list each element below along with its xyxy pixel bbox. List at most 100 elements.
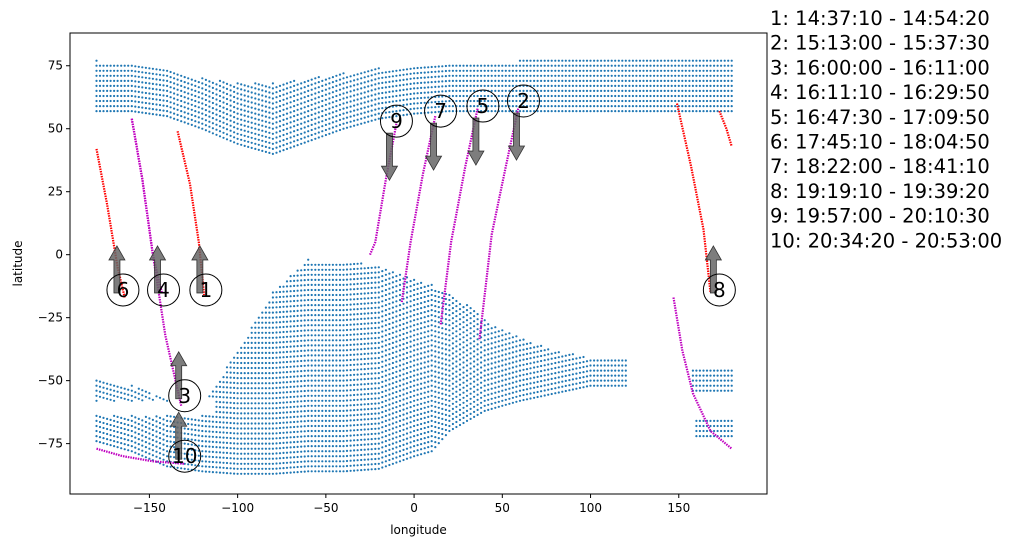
region-dot (413, 102, 416, 105)
region-dot (342, 399, 345, 402)
region-dot (349, 100, 352, 103)
region-dot (345, 273, 349, 276)
region-dot (293, 340, 296, 343)
region-dot (388, 85, 391, 88)
region-dot (303, 116, 306, 119)
region-dot (384, 96, 387, 99)
region-dot (363, 332, 366, 335)
region-dot (370, 352, 373, 355)
region-dot (250, 372, 253, 375)
region-dot (437, 386, 440, 389)
region-dot (476, 348, 479, 351)
region-dot (257, 392, 260, 395)
region-dot (444, 413, 447, 416)
region-dot (148, 102, 151, 105)
region-dot (391, 427, 394, 430)
region-dot (434, 395, 437, 398)
region-dot (342, 273, 345, 276)
region-dot (250, 402, 253, 405)
region-dot (282, 416, 285, 419)
region-dot (377, 291, 380, 294)
region-dot (127, 94, 130, 98)
region-dot (667, 94, 670, 98)
region-dot (106, 89, 109, 92)
region-dot (215, 88, 218, 91)
region-dot (631, 84, 635, 87)
region-dot (367, 85, 370, 88)
region-dot (328, 455, 331, 458)
region-dot (293, 436, 296, 439)
region-dot (307, 384, 310, 387)
region-dot (141, 449, 144, 452)
region-dot (462, 110, 465, 113)
region-dot (568, 89, 571, 92)
region-dot (296, 279, 299, 282)
region-dot (473, 415, 476, 418)
region-dot (420, 91, 423, 95)
region-dot (342, 354, 345, 357)
region-dot (589, 69, 592, 72)
region-dot (240, 361, 243, 365)
region-dot (201, 455, 204, 458)
region-dot (338, 349, 342, 352)
region-dot (589, 94, 592, 98)
region-dot (328, 399, 331, 402)
region-dot (310, 309, 313, 312)
region-dot (264, 387, 267, 390)
region-dot (642, 89, 645, 92)
region-dot (116, 79, 119, 82)
region-dot (310, 298, 313, 302)
region-dot (363, 337, 366, 340)
region-dot (402, 403, 405, 406)
region-dot (282, 315, 285, 318)
region-dot (151, 434, 154, 437)
region-dot (593, 64, 596, 67)
region-dot (113, 99, 116, 103)
region-dot (698, 89, 702, 92)
region-dot (218, 406, 222, 409)
region-dot (596, 110, 599, 113)
region-dot (716, 64, 719, 67)
region-dot (501, 79, 504, 82)
region-dot (268, 111, 271, 114)
region-dot (490, 105, 493, 108)
region-dot (420, 76, 423, 79)
region-dot (324, 465, 327, 468)
region-dot (271, 152, 274, 155)
region-dot (183, 101, 186, 104)
region-dot (310, 450, 313, 453)
region-dot (360, 287, 363, 290)
region-dot (462, 351, 465, 354)
region-dot (300, 319, 303, 322)
region-dot (120, 89, 123, 92)
region-dot (444, 328, 447, 331)
region-dot (271, 102, 274, 105)
region-dot (300, 122, 303, 125)
region-dot (106, 105, 109, 108)
region-dot (264, 366, 267, 370)
region-dot (395, 89, 398, 92)
region-dot (331, 470, 334, 473)
region-dot (194, 449, 197, 452)
region-dot (395, 395, 398, 399)
region-dot (423, 316, 426, 319)
region-dot (310, 118, 313, 121)
region-dot (141, 81, 144, 84)
region-dot (388, 443, 391, 446)
region-dot (645, 74, 649, 77)
region-dot (681, 74, 684, 77)
region-dot (314, 349, 317, 352)
region-dot (225, 446, 229, 449)
region-dot (677, 79, 680, 82)
region-dot (360, 107, 363, 110)
region-dot (402, 418, 405, 421)
region-dot (363, 327, 366, 330)
region-dot (462, 89, 465, 92)
region-dot (525, 110, 529, 113)
region-dot (430, 344, 433, 347)
region-dot (187, 107, 190, 110)
region-dot (324, 314, 327, 317)
region-dot (370, 286, 373, 289)
region-dot (130, 429, 133, 433)
region-dot (374, 387, 377, 390)
